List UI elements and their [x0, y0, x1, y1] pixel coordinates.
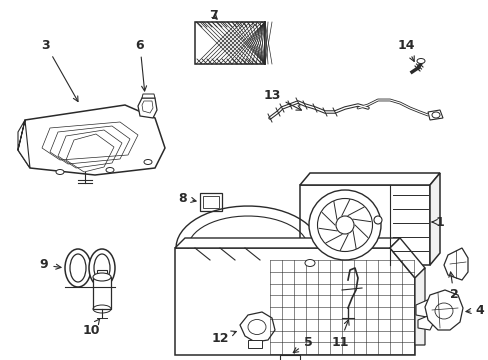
Polygon shape [389, 238, 424, 278]
Polygon shape [424, 290, 462, 330]
Text: 14: 14 [396, 39, 414, 62]
Polygon shape [240, 312, 274, 342]
Ellipse shape [305, 260, 314, 266]
Polygon shape [307, 258, 319, 266]
Text: 11: 11 [330, 320, 348, 348]
Bar [195, 22, 264, 64]
Ellipse shape [56, 170, 64, 175]
Polygon shape [280, 355, 299, 360]
Text: 4: 4 [465, 303, 484, 316]
Polygon shape [18, 105, 164, 175]
Text: 9: 9 [40, 258, 61, 271]
Text: 5: 5 [293, 336, 312, 353]
Polygon shape [175, 248, 414, 355]
Bar [93, 277, 111, 309]
Bar [203, 196, 219, 208]
Polygon shape [299, 185, 429, 265]
Text: 7: 7 [208, 9, 217, 22]
Ellipse shape [335, 216, 353, 234]
Polygon shape [18, 120, 30, 168]
Ellipse shape [93, 273, 111, 281]
Text: 10: 10 [82, 319, 100, 337]
Ellipse shape [65, 249, 91, 287]
Polygon shape [247, 340, 262, 348]
Ellipse shape [373, 216, 381, 224]
Ellipse shape [106, 167, 114, 172]
Text: 3: 3 [41, 39, 78, 102]
Polygon shape [443, 248, 467, 280]
Ellipse shape [89, 249, 115, 287]
Ellipse shape [416, 59, 424, 63]
Text: 2: 2 [448, 272, 457, 302]
Polygon shape [417, 315, 433, 330]
Bar [97, 270, 107, 278]
Ellipse shape [308, 190, 380, 260]
Text: 1: 1 [431, 216, 444, 229]
Ellipse shape [143, 159, 152, 165]
Polygon shape [138, 98, 157, 118]
Text: 8: 8 [178, 192, 196, 204]
Polygon shape [299, 173, 439, 185]
Text: 13: 13 [263, 89, 301, 110]
Bar [200, 193, 222, 211]
Polygon shape [429, 173, 439, 265]
Text: 6: 6 [135, 39, 146, 91]
Ellipse shape [431, 112, 439, 118]
Polygon shape [142, 94, 155, 98]
Polygon shape [415, 298, 437, 318]
Polygon shape [427, 110, 442, 120]
Polygon shape [354, 255, 374, 265]
Polygon shape [175, 238, 399, 248]
Polygon shape [414, 268, 424, 345]
Text: 12: 12 [211, 331, 236, 345]
